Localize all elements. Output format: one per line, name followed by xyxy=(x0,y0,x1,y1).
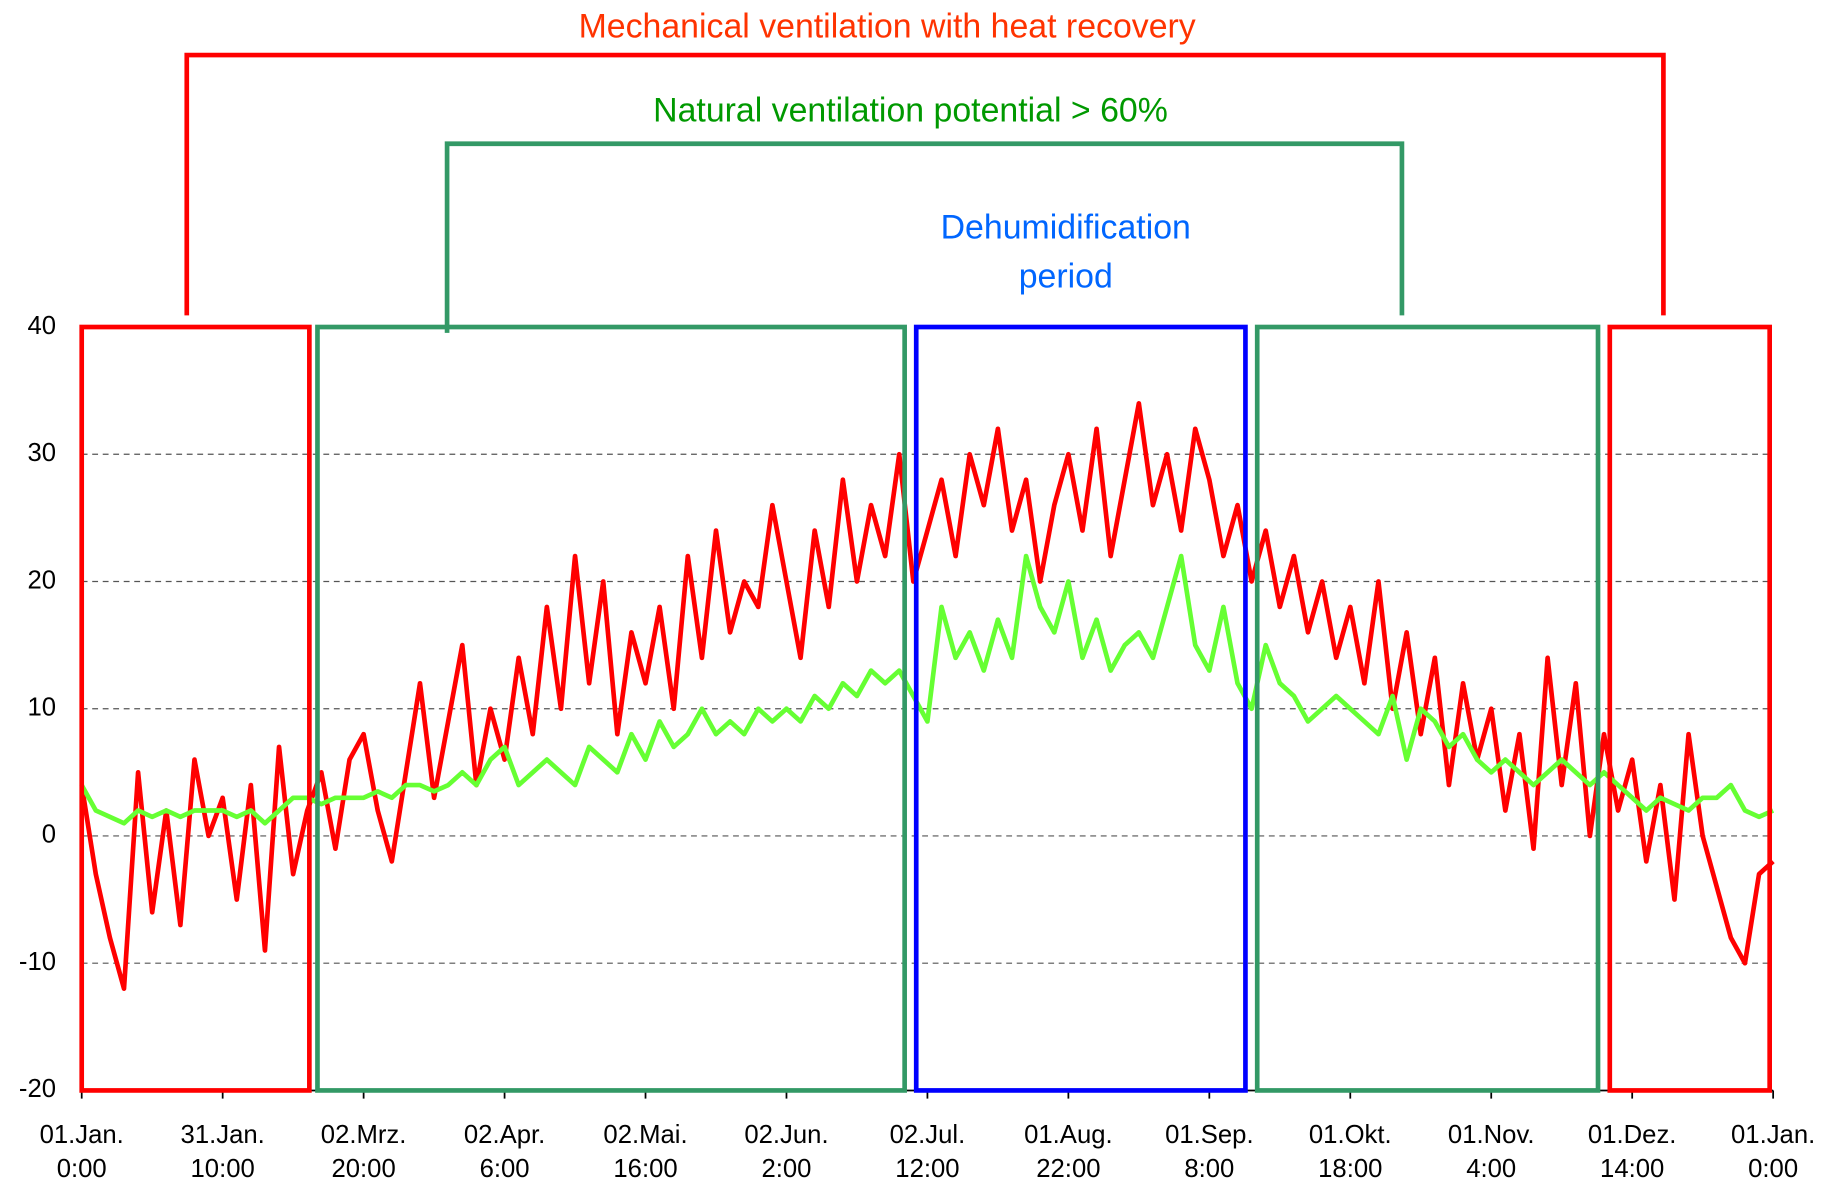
x-tick-label: 02.Jul. 12:00 xyxy=(889,1119,966,1183)
x-tick-label-box: 01.Jan. 0:00 xyxy=(1731,1119,1816,1183)
x-tick-label: 01.Jan. 0:00 xyxy=(1731,1119,1816,1183)
x-tick-label-box: 01.Okt. 18:00 xyxy=(1308,1119,1392,1183)
y-tick-label: 20 xyxy=(27,566,56,594)
x-tick-label-box: 02.Mrz. 20:00 xyxy=(320,1119,407,1183)
x-tick-label-box: 02.Apr. 6:00 xyxy=(463,1119,546,1183)
x-tick-label-box: 02.Jun. 2:00 xyxy=(744,1119,829,1183)
x-tick-label-box: 01.Jan. 0:00 xyxy=(39,1119,124,1183)
period-box xyxy=(79,324,312,1093)
period-box xyxy=(1254,324,1601,1093)
x-tick-label-box: 01.Aug. 22:00 xyxy=(1024,1119,1113,1183)
data-line xyxy=(79,553,1775,826)
x-tick-label: 01.Nov. 4:00 xyxy=(1447,1119,1535,1183)
x-tick-label-box: 31.Jan. 10:00 xyxy=(180,1119,265,1183)
period-box xyxy=(315,324,907,1093)
x-tick-label: 01.Dez. 14:00 xyxy=(1587,1119,1677,1183)
x-tick-label: 01.Jan. 0:00 xyxy=(39,1119,124,1183)
x-tick-label: 02.Mrz. 20:00 xyxy=(320,1119,407,1183)
x-tick-label: 02.Mai. 16:00 xyxy=(603,1119,688,1183)
x-tick-label-box: 02.Mai. 16:00 xyxy=(603,1119,688,1183)
bracket xyxy=(444,141,1405,333)
y-tick-label: 40 xyxy=(27,312,56,340)
data-line xyxy=(79,401,1775,991)
x-tick-label-box: 02.Jul. 12:00 xyxy=(889,1119,966,1183)
x-tick-label: 31.Jan. 10:00 xyxy=(180,1119,265,1183)
period-box xyxy=(913,324,1248,1093)
annotation: Mechanical ventilation with heat recover… xyxy=(578,8,1196,46)
x-tick-label: 02.Apr. 6:00 xyxy=(463,1119,546,1183)
annotation-box: Mechanical ventilation with heat recover… xyxy=(578,8,1196,46)
y-tick-label: 10 xyxy=(27,694,56,722)
annotation-box: Dehumidification period xyxy=(940,209,1191,296)
x-tick-label: 01.Sep. 8:00 xyxy=(1165,1119,1254,1183)
annotation: Natural ventilation potential > 60% xyxy=(653,92,1168,130)
y-tick-label: -20 xyxy=(19,1075,56,1103)
x-tick-label-box: 01.Nov. 4:00 xyxy=(1447,1119,1535,1183)
period-box xyxy=(1607,324,1772,1093)
annotation: Dehumidification period xyxy=(940,209,1191,296)
x-tick-label-box: 01.Dez. 14:00 xyxy=(1587,1119,1677,1183)
x-tick-label: 02.Jun. 2:00 xyxy=(744,1119,829,1183)
x-tick-label: 01.Aug. 22:00 xyxy=(1024,1119,1113,1183)
y-tick-label: 30 xyxy=(27,439,56,467)
y-tick-label: 0 xyxy=(42,821,56,849)
bracket xyxy=(184,52,1666,316)
x-tick-label: 01.Okt. 18:00 xyxy=(1308,1119,1392,1183)
x-tick-label-box: 01.Sep. 8:00 xyxy=(1165,1119,1254,1183)
annotation-box: Natural ventilation potential > 60% xyxy=(653,92,1168,130)
y-tick-label: -10 xyxy=(19,948,56,976)
